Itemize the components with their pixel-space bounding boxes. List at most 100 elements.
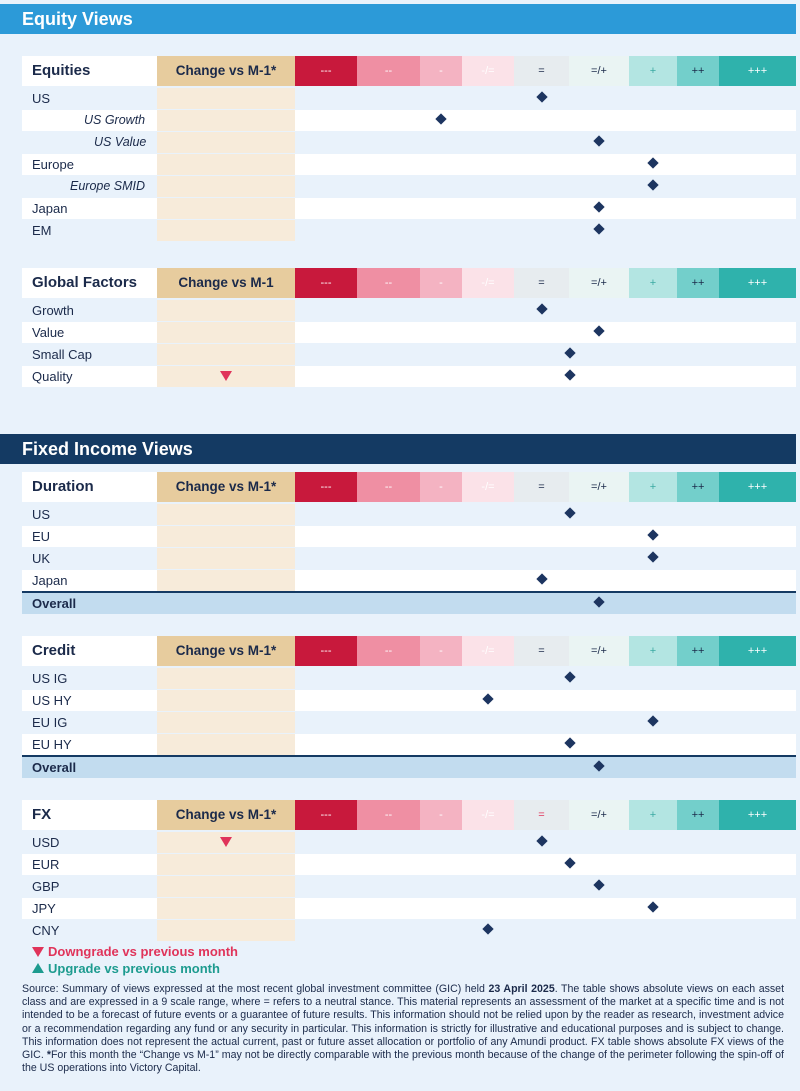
source-date: 23 April 2025 — [488, 983, 555, 995]
credit-table: Credit Change vs M-1* --- -- - -/= = =/+ + ++ +++ U… — [22, 636, 796, 778]
change-cell — [157, 344, 295, 365]
table-row: USD — [22, 832, 796, 853]
row-label: Overall — [32, 596, 77, 611]
fx-header: FX Change vs M-1* --- -- - -/= = =/+ + ++ +++ — [22, 800, 796, 830]
source-note: Source: Summary of views expressed at th… — [22, 983, 784, 1075]
scale-header-4: = — [514, 472, 569, 502]
row-label: EM — [32, 223, 52, 238]
scale-header-1: -- — [357, 636, 420, 666]
scale-header-0: --- — [295, 800, 357, 830]
view-marker — [593, 879, 605, 891]
scale-header-6: + — [629, 472, 677, 502]
change-cell — [157, 920, 295, 941]
row-label: Value — [32, 325, 65, 340]
view-marker — [535, 303, 548, 315]
view-marker — [564, 507, 576, 519]
row-label: US — [32, 507, 51, 522]
scale-header-2: - — [420, 56, 462, 86]
downgrade-marker — [220, 837, 232, 847]
view-marker — [535, 573, 548, 585]
scale-header-3: -/= — [462, 56, 514, 86]
row-label: Small Cap — [32, 347, 92, 362]
view-marker — [593, 760, 605, 772]
table-row: GBP — [22, 876, 796, 897]
scale-header-7: ++ — [677, 636, 719, 666]
scale-header-8: +++ — [719, 268, 796, 298]
duration-header: Duration Change vs M-1* --- -- - -/= = =/+ + ++ ++… — [22, 472, 796, 502]
change-cell — [157, 690, 295, 711]
view-marker — [482, 923, 494, 935]
row-label: US HY — [32, 693, 72, 708]
row-label: Japan — [32, 201, 68, 216]
row-label: GBP — [32, 879, 60, 894]
row-label: EU HY — [32, 737, 72, 752]
factors-header: Global Factors Change vs M-1 --- -- - -/= = =/+… — [22, 268, 796, 298]
scale-header-5: =/+ — [569, 56, 629, 86]
change-cell — [157, 176, 295, 197]
fx-title: FX — [22, 800, 157, 830]
change-cell — [157, 876, 295, 897]
table-row: US Value — [22, 132, 796, 153]
equity-views-banner: Equity Views — [0, 4, 796, 34]
change-cell — [157, 198, 295, 219]
change-cell — [157, 220, 295, 241]
row-label: EU IG — [32, 715, 68, 730]
change-cell — [157, 734, 295, 755]
scale-header-7: ++ — [677, 56, 719, 86]
table-row: Europe SMID — [22, 176, 796, 197]
view-marker — [647, 551, 659, 563]
row-label: USD — [32, 835, 60, 850]
view-marker — [564, 671, 576, 683]
credit-header: Credit Change vs M-1* --- -- - -/= = =/+ + ++ +++ — [22, 636, 796, 666]
table-row: Japan — [22, 198, 796, 219]
view-marker — [647, 715, 659, 727]
change-cell — [157, 300, 295, 321]
view-marker — [435, 113, 447, 125]
view-marker — [564, 347, 576, 359]
change-cell — [157, 570, 295, 591]
overall-separator — [22, 755, 796, 757]
row-label: UK — [32, 551, 51, 566]
scale-header-4: = — [514, 268, 569, 298]
change-vs-m1-header: Change vs M-1* — [157, 472, 295, 502]
view-marker — [482, 693, 494, 705]
overall-separator — [22, 591, 796, 593]
table-row: Growth — [22, 300, 796, 321]
view-marker — [593, 223, 605, 235]
fixed-income-views-banner: Fixed Income Views — [0, 434, 796, 464]
row-label: US — [32, 91, 51, 106]
change-vs-m1-header: Change vs M-1* — [157, 56, 295, 86]
credit-title: Credit — [22, 636, 157, 666]
source-lead: Source: Summary of views expressed at th… — [22, 983, 489, 995]
scale-header-5: =/+ — [569, 472, 629, 502]
table-row: Europe — [22, 154, 796, 175]
table-row: EM — [22, 220, 796, 241]
source-star: * — [46, 1049, 51, 1062]
scale-header-0: --- — [295, 56, 357, 86]
change-cell — [157, 154, 295, 175]
equities-header: Equities Change vs M-1* --- -- - -/= = =/+ + ++ ++… — [22, 56, 796, 86]
change-cell — [157, 504, 295, 525]
equities-table: Equities Change vs M-1* --- -- - -/= = =/+ + ++ ++… — [22, 56, 796, 241]
scale-header-3: -/= — [462, 472, 514, 502]
scale-header-7: ++ — [677, 472, 719, 502]
table-row: JPY — [22, 898, 796, 919]
table-row: US — [22, 504, 796, 525]
change-cell — [157, 366, 295, 387]
view-marker — [647, 157, 659, 169]
scale-header-6: + — [629, 636, 677, 666]
row-label: EU — [32, 529, 51, 544]
global-factors-table: Global Factors Change vs M-1 --- -- - -/= = =/+… — [22, 268, 796, 387]
table-row: Japan — [22, 570, 796, 591]
row-label: EUR — [32, 857, 60, 872]
change-cell — [157, 832, 295, 853]
table-row: UK — [22, 548, 796, 569]
scale-header-8: +++ — [719, 800, 796, 830]
table-row: US HY — [22, 690, 796, 711]
scale-header-0: --- — [295, 268, 357, 298]
duration-table: Duration Change vs M-1* --- -- - -/= = =/+ + ++ ++… — [22, 472, 796, 614]
row-label: JPY — [32, 901, 56, 916]
row-label: Europe — [32, 157, 74, 172]
change-vs-m1-header: Change vs M-1* — [157, 800, 295, 830]
source-tail: For this month the “Change vs M-1” may n… — [22, 1049, 784, 1075]
